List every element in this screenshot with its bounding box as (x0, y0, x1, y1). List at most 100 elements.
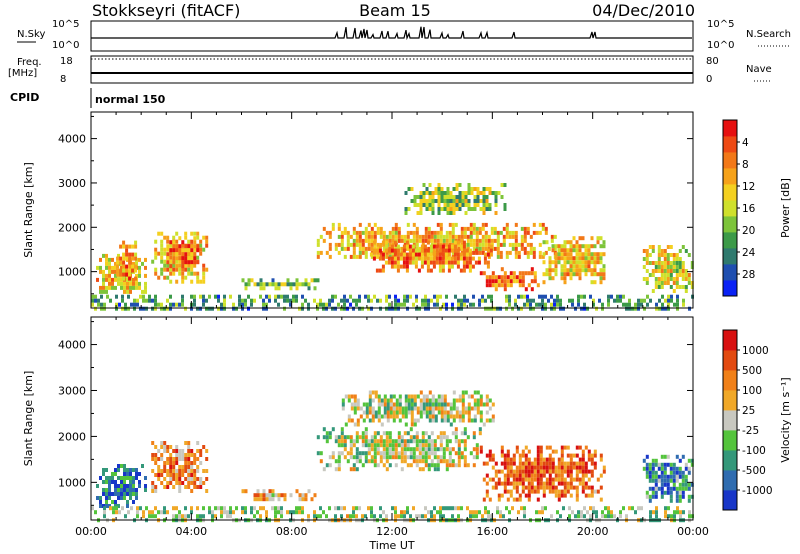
data-cell (578, 481, 582, 486)
data-cell (481, 234, 485, 239)
data-cell (469, 302, 472, 307)
data-cell (397, 298, 400, 303)
data-cell (133, 306, 136, 311)
data-cell (391, 439, 395, 444)
data-cell (575, 260, 579, 265)
data-cell (488, 398, 492, 403)
data-cell (581, 244, 585, 249)
data-cell (454, 294, 457, 299)
data-cell (385, 298, 388, 303)
data-cell (459, 252, 463, 257)
colorbar-swatch (723, 264, 737, 281)
data-cell (417, 256, 421, 261)
data-cell (441, 264, 445, 269)
data-cell (491, 465, 495, 470)
data-cell (460, 439, 464, 444)
data-cell (599, 280, 603, 285)
data-cell (449, 199, 453, 203)
data-cell (520, 238, 524, 243)
data-cell (415, 298, 418, 303)
data-cell (397, 443, 401, 448)
data-cell (424, 463, 428, 468)
data-cell (368, 402, 372, 407)
data-cell (557, 252, 561, 257)
data-cell (163, 247, 167, 252)
data-cell (672, 281, 676, 285)
data-cell (581, 461, 585, 466)
data-cell (371, 418, 375, 423)
data-cell (602, 244, 606, 249)
data-cell (398, 398, 402, 403)
data-cell (446, 414, 450, 419)
data-cell (453, 256, 457, 261)
data-cell (443, 398, 447, 403)
data-cell (111, 500, 114, 504)
data-cell (422, 394, 426, 399)
data-cell (274, 286, 278, 291)
data-cell (223, 294, 226, 299)
data-cell (441, 252, 445, 257)
data-cell (509, 489, 513, 494)
data-cell (439, 230, 443, 235)
data-cell (452, 406, 456, 411)
data-cell (413, 195, 417, 199)
data-cell (431, 203, 435, 207)
data-cell (431, 199, 435, 203)
data-cell (229, 294, 232, 299)
data-cell (484, 246, 488, 251)
data-cell (648, 494, 652, 499)
data-cell (445, 506, 448, 511)
data-cell (560, 481, 564, 486)
data-cell (663, 249, 667, 253)
data-cell (196, 255, 200, 260)
data-cell (506, 477, 510, 482)
data-cell (388, 302, 391, 307)
data-cell (406, 455, 410, 460)
data-cell (678, 486, 682, 491)
data-cell (642, 466, 646, 471)
data-cell (575, 493, 579, 498)
data-cell (172, 248, 176, 253)
data-cell (112, 510, 115, 515)
data-cell (602, 465, 606, 470)
data-cell (134, 268, 138, 273)
data-cell (319, 234, 323, 239)
data-cell (114, 480, 117, 484)
data-cell (421, 459, 425, 464)
data-cell (491, 414, 495, 419)
data-cell (479, 394, 483, 399)
data-cell (590, 236, 594, 241)
data-cell (581, 465, 585, 470)
data-cell (563, 260, 567, 265)
data-cell (414, 256, 418, 261)
data-cell (500, 445, 504, 450)
colorbar-tick-label: -500 (742, 465, 766, 477)
data-cell (666, 486, 670, 491)
data-cell (129, 488, 132, 492)
data-cell (129, 492, 132, 496)
data-cell (402, 260, 406, 265)
data-cell (301, 306, 304, 311)
data-cell (520, 246, 524, 251)
x-axis-title: Time UT (368, 539, 414, 552)
data-cell (553, 246, 557, 251)
data-cell (298, 510, 301, 515)
data-cell (551, 481, 555, 486)
data-cell (271, 282, 275, 287)
data-cell (424, 451, 428, 456)
data-cell (129, 468, 132, 472)
data-cell (374, 410, 378, 415)
data-cell (548, 256, 552, 261)
data-cell (114, 504, 117, 508)
data-cell (379, 298, 382, 303)
data-cell (142, 514, 145, 519)
data-cell (587, 248, 591, 253)
data-cell (419, 211, 423, 215)
data-cell (415, 294, 418, 299)
data-cell (381, 252, 385, 257)
data-cell (487, 254, 491, 259)
data-cell (370, 455, 374, 460)
data-cell (508, 230, 512, 235)
data-cell (160, 445, 164, 449)
data-cell (430, 514, 433, 519)
